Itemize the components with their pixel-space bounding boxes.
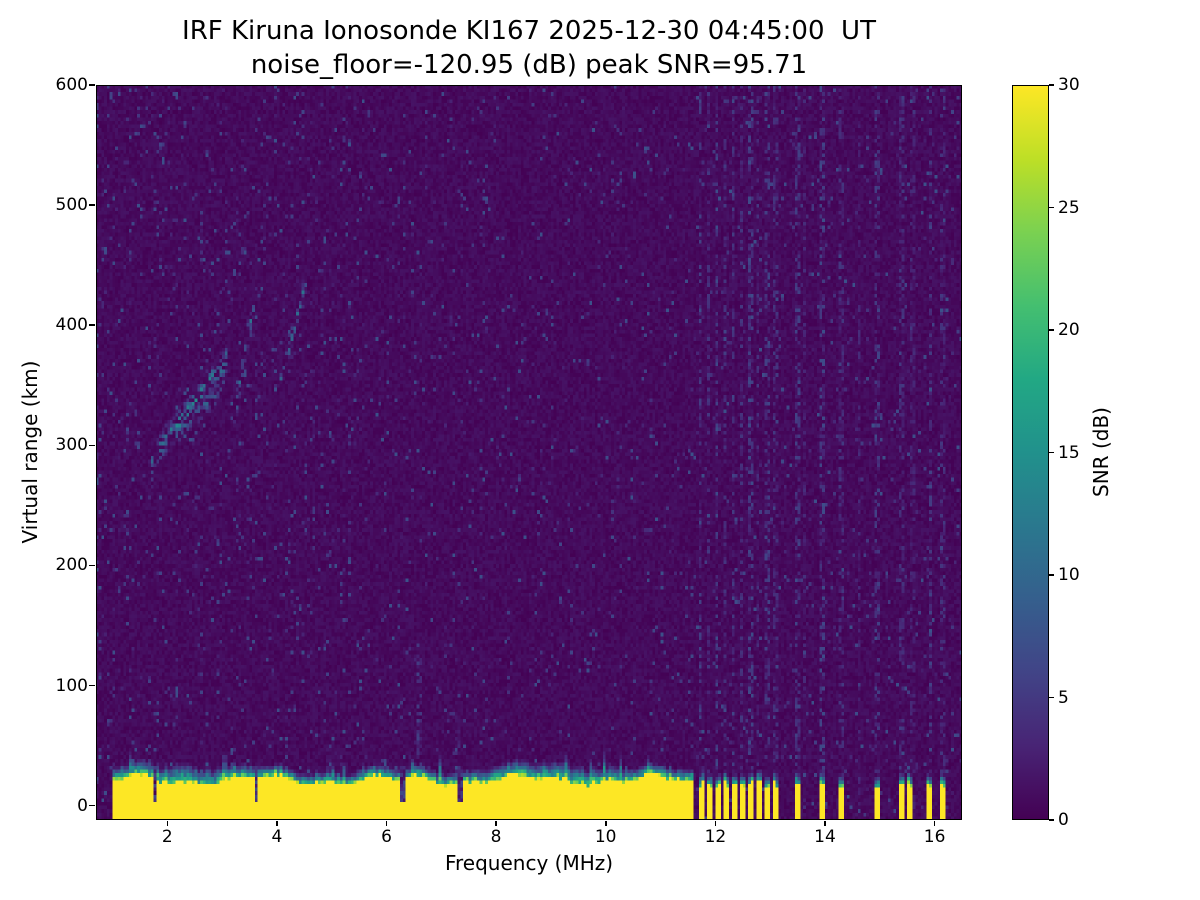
y-tick-mark <box>89 204 95 206</box>
x-tick-mark <box>166 821 168 826</box>
figure-title-line2: noise_floor=-120.95 (dB) peak SNR=95.71 <box>250 50 808 80</box>
colorbar-tick-label: 15 <box>1058 442 1080 463</box>
y-tick-label: 200 <box>55 555 88 576</box>
y-tick-label: 100 <box>55 675 88 696</box>
colorbar-tick-label: 5 <box>1058 687 1069 708</box>
y-tick-label: 300 <box>55 435 88 456</box>
colorbar-tick-mark <box>1049 329 1054 331</box>
colorbar-tick-mark <box>1049 696 1054 699</box>
x-tick-label: 2 <box>161 827 173 847</box>
colorbar-tick-mark <box>1049 84 1054 86</box>
y-tick-mark <box>89 684 95 687</box>
colorbar <box>1012 85 1049 820</box>
colorbar-tick-mark <box>1049 574 1054 576</box>
x-tick-label: 12 <box>704 827 727 847</box>
x-tick-label: 6 <box>381 827 392 847</box>
x-tick-mark <box>385 821 388 826</box>
x-tick-label: 14 <box>814 827 836 847</box>
x-tick-label: 16 <box>923 827 946 847</box>
x-tick-mark <box>495 821 497 826</box>
x-tick-label: 10 <box>594 827 617 847</box>
colorbar-tick-label: 10 <box>1058 565 1080 585</box>
colorbar-tick-mark <box>1049 819 1054 821</box>
x-tick-mark <box>933 821 936 826</box>
y-tick-label: 0 <box>77 795 88 816</box>
x-tick-mark <box>605 821 607 826</box>
colorbar-tick-label: 0 <box>1058 810 1069 830</box>
ionogram-heatmap <box>96 85 962 820</box>
x-tick-mark <box>276 821 278 826</box>
y-tick-mark <box>89 564 95 567</box>
y-tick-mark <box>89 324 95 326</box>
colorbar-label: SNR (dB) <box>1089 407 1113 497</box>
colorbar-tick-label: 25 <box>1058 197 1080 218</box>
x-tick-mark <box>824 821 826 826</box>
figure-title-line1: IRF Kiruna Ionosonde KI167 2025-12-30 04… <box>182 16 876 46</box>
x-tick-label: 8 <box>490 827 502 847</box>
colorbar-tick-label: 30 <box>1058 75 1080 95</box>
colorbar-tick-mark <box>1049 206 1054 209</box>
colorbar-tick-label: 20 <box>1058 320 1080 340</box>
x-tick-label: 4 <box>271 827 283 847</box>
y-tick-mark <box>89 804 95 807</box>
y-tick-label: 600 <box>55 75 88 95</box>
y-tick-mark <box>89 84 95 86</box>
y-tick-label: 400 <box>55 315 88 336</box>
y-axis-label: Virtual range (km) <box>18 360 42 544</box>
y-tick-mark <box>89 444 95 446</box>
y-tick-label: 500 <box>55 195 88 216</box>
x-axis-label: Frequency (MHz) <box>444 851 614 875</box>
x-tick-mark <box>714 821 717 826</box>
colorbar-tick-mark <box>1049 451 1054 454</box>
